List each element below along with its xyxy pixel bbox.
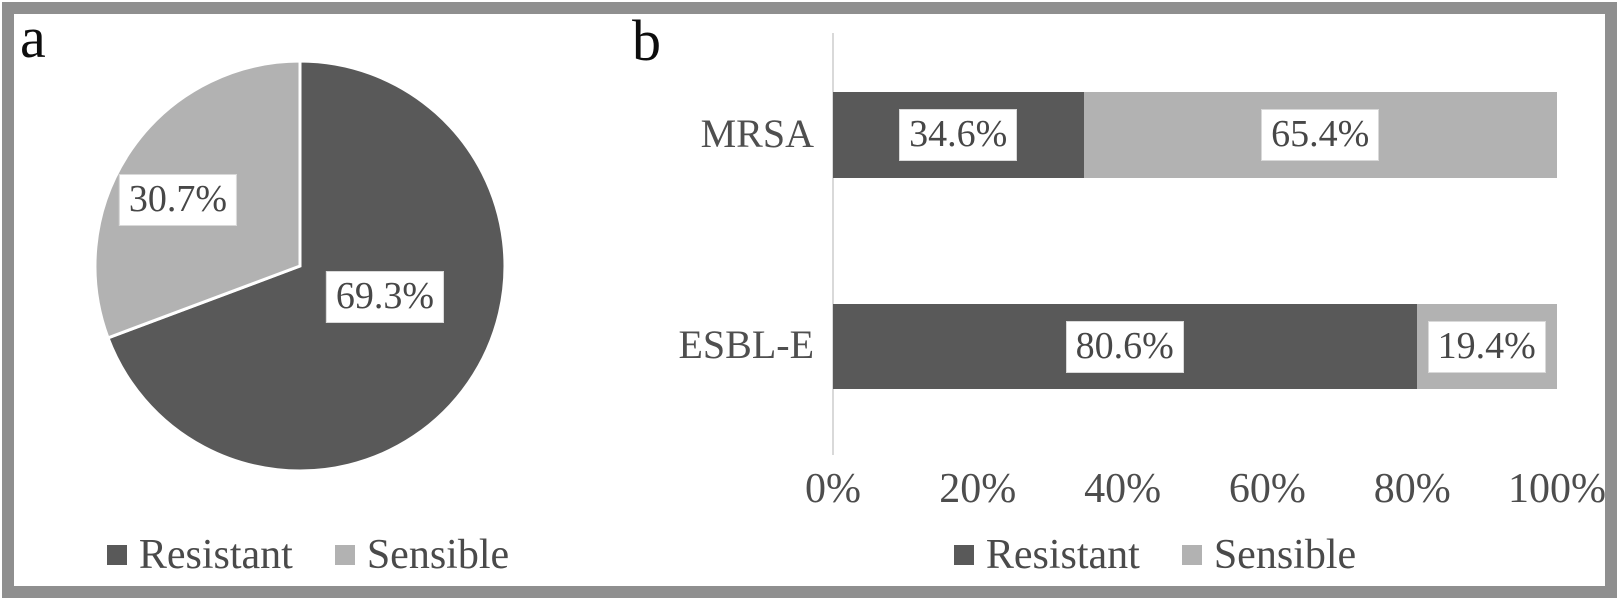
pie-data-label-resistant: 69.3% [325, 271, 445, 323]
pie-legend-item-sensible: Sensible [334, 532, 510, 578]
bar-legend-item-sensible: Sensible [1181, 532, 1357, 578]
bar-legend-item-resistant: Resistant [953, 532, 1140, 578]
x-axis-tick-0: 0% [805, 466, 861, 512]
x-axis-tick-40: 40% [1084, 466, 1162, 512]
category-label-mrsa: MRSA [700, 111, 814, 156]
category-label-esble: ESBL-E [678, 322, 814, 367]
pie-data-label-sensible: 30.7% [118, 174, 238, 226]
bar-chart-y-axis-line [832, 33, 834, 455]
x-axis-tick-60: 60% [1228, 466, 1306, 512]
bar-data-label-mrsa-sensible: 65.4% [1261, 109, 1380, 161]
legend-swatch-resistant-icon [106, 545, 127, 565]
bar-data-label-esble-resistant: 80.6% [1065, 320, 1184, 373]
x-axis-tick-80: 80% [1373, 466, 1451, 512]
pie-data-label-sensible-text: 30.7% [128, 178, 228, 220]
legend-swatch-resistant-icon [953, 545, 974, 565]
bar-legend-label-sensible: Sensible [1213, 532, 1357, 578]
legend-swatch-sensible-icon [1181, 545, 1202, 565]
bar-data-label-mrsa-resistant: 34.6% [899, 109, 1018, 161]
bar-segment-mrsa-sensible: 65.4% [1083, 92, 1557, 178]
bar-segment-esble-sensible: 19.4% [1416, 304, 1557, 389]
pie-chart [93, 59, 507, 473]
pie-legend-label-resistant: Resistant [138, 532, 293, 578]
panel-b-letter: b [632, 8, 661, 73]
x-axis-tick-100: 100% [1508, 466, 1606, 512]
pie-legend-label-sensible: Sensible [366, 532, 510, 578]
bar-segment-mrsa-resistant: 34.6% [833, 92, 1084, 178]
bar-legend-label-resistant: Resistant [985, 532, 1140, 578]
bar-segment-esble-resistant: 80.6% [833, 304, 1417, 389]
bar-legend: Resistant Sensible [780, 534, 1530, 576]
pie-legend: Resistant Sensible [13, 534, 603, 576]
pie-data-label-resistant-text: 69.3% [335, 275, 435, 317]
pie-slice-resistant [106, 59, 507, 473]
x-axis-tick-20: 20% [939, 466, 1017, 512]
panel-a-letter: a [20, 5, 46, 70]
legend-swatch-sensible-icon [334, 545, 355, 565]
bar-data-label-esble-sensible: 19.4% [1427, 320, 1546, 373]
pie-legend-item-resistant: Resistant [106, 532, 293, 578]
